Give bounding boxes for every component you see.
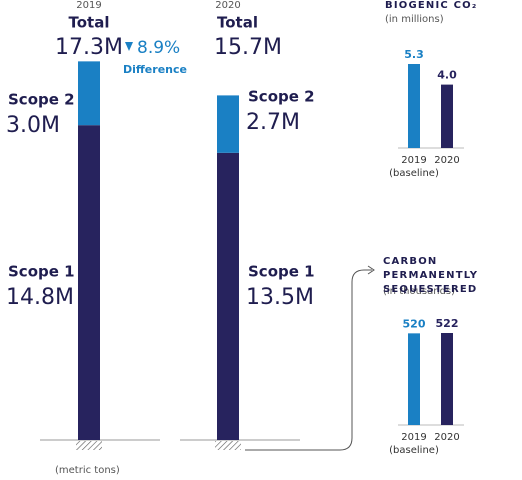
difference-text: Difference xyxy=(123,63,187,76)
bar xyxy=(408,64,420,148)
value-label: 522 xyxy=(436,317,459,330)
connector-arrow xyxy=(367,265,375,275)
bar xyxy=(441,333,453,425)
bar-segment xyxy=(217,95,239,153)
baseline-note: (baseline) xyxy=(389,445,439,456)
series-label: Scope 2 xyxy=(8,91,75,109)
x-tick-label: 2020 xyxy=(434,155,459,166)
baseline-note: (baseline) xyxy=(389,168,439,179)
panel-subtitle: (in millions) xyxy=(385,14,444,25)
ground-hatch xyxy=(76,441,102,450)
series-value: 14.8M xyxy=(6,285,74,310)
panel-title: CARBON PERMANENTLY SEQUESTERED xyxy=(383,256,479,295)
series-label: Scope 1 xyxy=(8,263,75,281)
year-label: 2019 xyxy=(76,0,101,11)
series-label: Scope 1 xyxy=(248,263,315,281)
total-label: Total xyxy=(69,14,110,32)
unit-note: (metric tons) xyxy=(55,465,120,476)
difference-value: 8.9% xyxy=(137,38,180,58)
bar-segment xyxy=(78,125,100,440)
series-value: 3.0M xyxy=(6,113,60,138)
x-tick-label: 2019 xyxy=(401,155,426,166)
total-value: 15.7M xyxy=(214,35,282,60)
bar xyxy=(441,84,453,148)
series-value: 13.5M xyxy=(246,285,314,310)
x-tick-label: 2020 xyxy=(434,432,459,443)
bar-segment xyxy=(78,61,100,126)
bar xyxy=(408,333,420,425)
value-label: 5.3 xyxy=(404,48,424,61)
down-arrow xyxy=(125,42,133,51)
total-label: Total xyxy=(217,14,258,32)
panel-subtitle: (in thousands) xyxy=(383,286,455,297)
bar-segment xyxy=(217,152,239,440)
series-label: Scope 2 xyxy=(248,88,315,106)
series-value: 2.7M xyxy=(246,110,300,135)
year-label: 2020 xyxy=(215,0,240,11)
connector xyxy=(245,269,372,451)
value-label: 4.0 xyxy=(437,69,457,82)
total-value: 17.3M xyxy=(55,35,123,60)
value-label: 520 xyxy=(403,317,426,330)
ground-hatch xyxy=(215,441,241,450)
panel-title: BIOGENIC CO₂ xyxy=(385,0,477,11)
x-tick-label: 2019 xyxy=(401,432,426,443)
